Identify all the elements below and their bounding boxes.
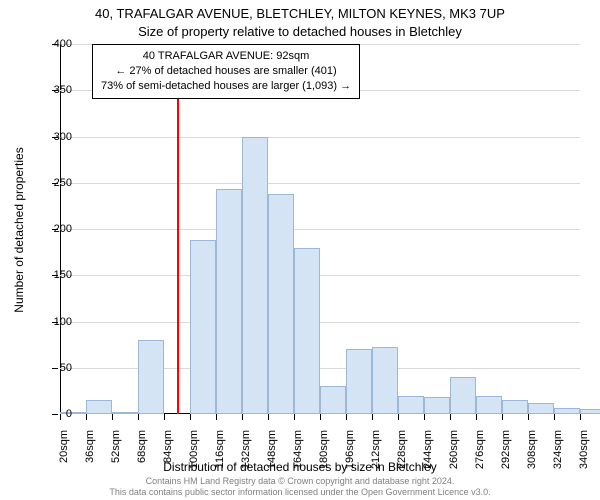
- histogram-bar: [112, 412, 138, 414]
- histogram-bar: [242, 137, 268, 415]
- x-tick-label: 52sqm: [110, 430, 122, 463]
- x-tick-label: 196sqm: [344, 430, 356, 469]
- footer: Contains HM Land Registry data © Crown c…: [0, 476, 600, 498]
- histogram-bar: [346, 349, 372, 414]
- x-tick: [554, 414, 555, 420]
- chart-title-main: 40, TRAFALGAR AVENUE, BLETCHLEY, MILTON …: [0, 6, 600, 21]
- y-tick: [52, 368, 58, 369]
- x-tick-label: 308sqm: [526, 430, 538, 469]
- x-tick-label: 244sqm: [422, 430, 434, 469]
- histogram-bar: [372, 347, 398, 414]
- x-tick-label: 100sqm: [188, 430, 200, 469]
- info-box: 40 TRAFALGAR AVENUE: 92sqm ← 27% of deta…: [92, 44, 360, 99]
- x-tick: [580, 414, 581, 420]
- x-tick-label: 228sqm: [396, 430, 408, 469]
- y-tick: [52, 414, 58, 415]
- x-tick-label: 132sqm: [240, 430, 252, 469]
- info-line-3: 73% of semi-detached houses are larger (…: [101, 79, 351, 94]
- x-tick-label: 148sqm: [266, 430, 278, 469]
- x-tick: [138, 414, 139, 420]
- x-tick: [294, 414, 295, 420]
- y-tick-label: 350: [54, 84, 72, 96]
- histogram-bar: [528, 403, 554, 414]
- y-tick-label: 400: [54, 38, 72, 50]
- grid-line: [60, 137, 580, 138]
- histogram-bar: [60, 412, 86, 414]
- grid-line: [60, 183, 580, 184]
- y-tick-label: 50: [60, 362, 72, 374]
- histogram-bar: [138, 340, 164, 414]
- x-tick-label: 180sqm: [318, 430, 330, 469]
- y-tick-label: 150: [54, 269, 72, 281]
- histogram-bar: [86, 400, 112, 414]
- y-axis-title: Number of detached properties: [12, 147, 26, 312]
- grid-line: [60, 275, 580, 276]
- x-tick-label: 276sqm: [474, 430, 486, 469]
- footer-line-1: Contains HM Land Registry data © Crown c…: [0, 476, 600, 487]
- x-tick: [216, 414, 217, 420]
- x-tick-label: 68sqm: [136, 430, 148, 463]
- y-tick-label: 100: [54, 316, 72, 328]
- x-tick-label: 20sqm: [58, 430, 70, 463]
- x-tick: [450, 414, 451, 420]
- x-tick-label: 324sqm: [552, 430, 564, 469]
- chart-container: 40, TRAFALGAR AVENUE, BLETCHLEY, MILTON …: [0, 0, 600, 500]
- x-tick-label: 260sqm: [448, 430, 460, 469]
- x-tick: [190, 414, 191, 420]
- histogram-bar: [424, 397, 450, 414]
- x-tick: [112, 414, 113, 420]
- x-tick-label: 84sqm: [162, 430, 174, 463]
- histogram-bar: [216, 189, 242, 414]
- x-tick: [502, 414, 503, 420]
- plot-area: [60, 44, 580, 414]
- histogram-bar: [580, 409, 600, 414]
- x-tick-label: 116sqm: [214, 430, 226, 468]
- info-line-2: ← 27% of detached houses are smaller (40…: [101, 64, 351, 79]
- x-tick-label: 36sqm: [84, 430, 96, 463]
- footer-line-2: This data contains public sector informa…: [0, 487, 600, 498]
- x-tick-label: 212sqm: [370, 430, 382, 469]
- x-tick: [86, 414, 87, 420]
- x-tick: [242, 414, 243, 420]
- x-tick: [60, 414, 61, 420]
- y-tick-label: 250: [54, 177, 72, 189]
- grid-line: [60, 322, 580, 323]
- x-tick-label: 292sqm: [500, 430, 512, 469]
- info-line-1: 40 TRAFALGAR AVENUE: 92sqm: [101, 49, 351, 64]
- x-tick: [372, 414, 373, 420]
- histogram-bar: [294, 248, 320, 415]
- x-tick: [268, 414, 269, 420]
- histogram-bar: [476, 396, 502, 415]
- x-tick: [424, 414, 425, 420]
- grid-line: [60, 229, 580, 230]
- chart-title-sub: Size of property relative to detached ho…: [0, 24, 600, 39]
- x-tick: [476, 414, 477, 420]
- x-tick: [398, 414, 399, 420]
- histogram-bar: [190, 240, 216, 414]
- x-tick-label: 340sqm: [578, 430, 590, 469]
- histogram-bar: [554, 408, 580, 414]
- x-tick: [528, 414, 529, 420]
- x-tick: [346, 414, 347, 420]
- y-tick-label: 300: [54, 131, 72, 143]
- y-tick-label: 0: [66, 408, 72, 420]
- histogram-bar: [268, 194, 294, 414]
- marker-line: [177, 44, 179, 414]
- histogram-bar: [320, 386, 346, 414]
- histogram-bar: [502, 400, 528, 414]
- histogram-bar: [398, 396, 424, 415]
- x-tick: [320, 414, 321, 420]
- y-tick-label: 200: [54, 223, 72, 235]
- histogram-bar: [450, 377, 476, 414]
- x-tick: [164, 414, 165, 420]
- x-tick-label: 164sqm: [292, 430, 304, 469]
